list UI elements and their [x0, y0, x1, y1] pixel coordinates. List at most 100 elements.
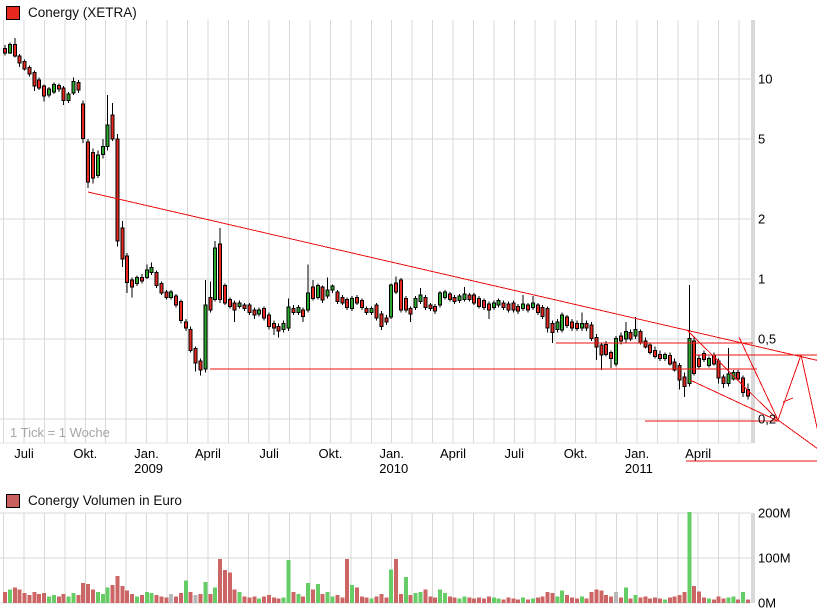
volume-bar	[535, 597, 540, 603]
candle-body	[159, 282, 164, 294]
trendline	[87, 191, 817, 361]
candle-body	[623, 331, 628, 340]
volume-bar	[594, 589, 599, 603]
candle-body	[276, 325, 281, 332]
volume-bar	[379, 594, 384, 603]
trendline	[738, 336, 779, 421]
volume-bar	[139, 594, 144, 603]
candle-body	[208, 296, 213, 311]
candle-body	[428, 304, 433, 310]
volume-bar	[604, 594, 609, 603]
candle-body	[345, 298, 350, 309]
candle-body	[438, 292, 443, 306]
candle-body	[66, 93, 71, 102]
candle-body	[462, 293, 467, 300]
volume-bar	[252, 596, 257, 603]
candle-body	[584, 322, 589, 329]
volume-bar	[570, 597, 575, 603]
candle-body	[7, 43, 12, 54]
volume-bar	[423, 589, 428, 603]
volume-bar	[687, 512, 692, 603]
candle-body	[648, 344, 653, 353]
candle-body	[330, 285, 335, 291]
volume-bar	[130, 594, 135, 603]
candle-body	[144, 269, 149, 278]
time-tick-label: Juli	[14, 446, 34, 461]
price-tick-label: 2	[758, 211, 765, 226]
volume-bar	[134, 596, 139, 603]
volume-bar	[682, 591, 687, 603]
candle-body	[389, 284, 394, 318]
tick-unit-note: 1 Tick = 1 Woche	[10, 425, 110, 440]
candle-body	[413, 297, 418, 309]
volume-bar	[638, 597, 643, 603]
candle-body	[736, 372, 741, 380]
volume-axis-spine	[751, 513, 755, 603]
volume-bar	[457, 598, 462, 603]
candle-body	[164, 291, 169, 298]
candle-body	[95, 154, 100, 176]
volume-tick-label: 100M	[758, 551, 791, 566]
candle-body	[271, 322, 276, 329]
candle-body	[32, 71, 37, 87]
volume-bar	[203, 581, 208, 603]
volume-bar	[565, 594, 570, 603]
volume-bar	[584, 598, 589, 603]
time-tick-label: Jan.	[625, 446, 650, 461]
volume-bar	[242, 596, 247, 603]
candle-body	[227, 298, 232, 307]
candle-body	[482, 300, 487, 309]
trendline	[777, 354, 802, 421]
volume-bar	[86, 584, 91, 603]
volume-bar	[623, 587, 628, 603]
candle-body	[130, 279, 135, 288]
volume-bar	[526, 599, 531, 603]
candle-body	[496, 300, 501, 306]
time-tick-label: Jan.	[379, 446, 404, 461]
volume-bar	[364, 597, 369, 603]
candle-body	[51, 83, 56, 93]
trendline	[689, 379, 779, 422]
candle-body	[120, 227, 125, 260]
price-tick-label: 5	[758, 132, 765, 147]
volume-bar	[95, 591, 100, 603]
volume-bar	[218, 558, 223, 603]
volume-bar	[276, 598, 281, 603]
candle-body	[139, 276, 144, 282]
candle-body	[237, 302, 242, 307]
volume-bar	[418, 591, 423, 603]
candle-body	[325, 289, 330, 297]
volume-bar	[222, 570, 227, 603]
candle-body	[667, 355, 672, 365]
candle-body	[550, 322, 555, 334]
volume-bar	[496, 598, 501, 603]
candle-body	[27, 67, 32, 75]
trendline	[777, 419, 817, 449]
candle-body	[594, 336, 599, 348]
volume-bar	[628, 598, 633, 603]
candle-body	[457, 295, 462, 302]
volume-bar	[697, 591, 702, 603]
volume-bar	[3, 591, 7, 603]
volume-bar	[208, 594, 213, 603]
candle-body	[574, 322, 579, 330]
candle-body	[433, 305, 438, 312]
candle-body	[511, 302, 516, 311]
volume-bar	[736, 599, 741, 603]
candle-body	[604, 344, 609, 355]
volume-bar	[12, 587, 17, 603]
candle-body	[555, 321, 560, 330]
candle-body	[447, 293, 452, 300]
volume-bar	[315, 584, 320, 603]
candle-body	[262, 308, 267, 319]
candle-body	[359, 300, 364, 309]
volume-bar	[633, 594, 638, 603]
volume-bar	[574, 598, 579, 603]
volume-bar	[384, 597, 389, 603]
volume-bar	[648, 598, 653, 603]
volume-bar	[76, 594, 81, 603]
volume-bar	[452, 597, 457, 603]
volume-bar	[164, 597, 169, 603]
candle-body	[726, 373, 731, 385]
